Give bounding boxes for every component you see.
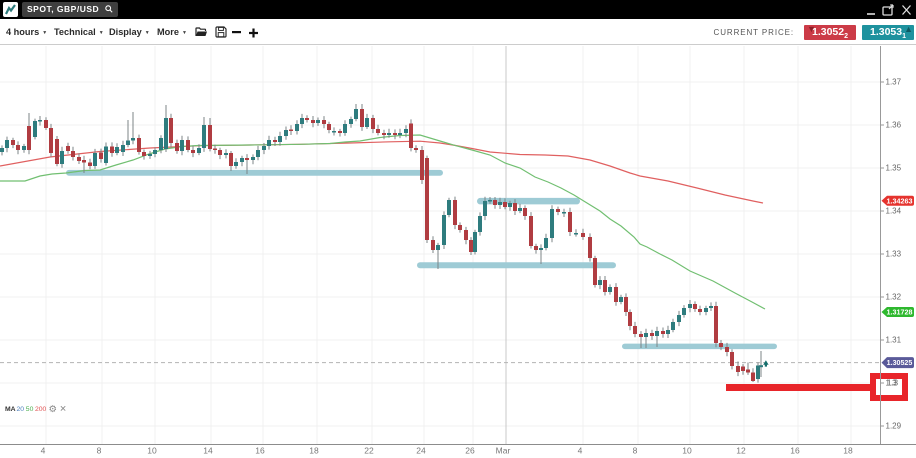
svg-text:8: 8: [97, 446, 102, 456]
svg-text:1.3: 1.3: [887, 379, 899, 388]
svg-text:20: 20: [17, 406, 25, 413]
svg-text:1.31728: 1.31728: [887, 308, 913, 317]
svg-text:12: 12: [736, 446, 746, 456]
svg-text:16: 16: [790, 446, 800, 456]
svg-text:200: 200: [35, 406, 47, 413]
svg-text:26: 26: [465, 446, 475, 456]
svg-text:10: 10: [147, 446, 157, 456]
svg-text:1.36: 1.36: [886, 121, 902, 130]
svg-text:✕: ✕: [60, 404, 67, 414]
svg-text:4: 4: [41, 446, 46, 456]
svg-text:10: 10: [682, 446, 692, 456]
svg-text:1.31: 1.31: [886, 336, 902, 345]
svg-text:1.29: 1.29: [886, 422, 902, 431]
svg-text:1.35: 1.35: [886, 164, 902, 173]
svg-text:⚙: ⚙: [49, 404, 58, 415]
svg-text:50: 50: [26, 406, 34, 413]
svg-text:16: 16: [255, 446, 265, 456]
svg-text:1.30525: 1.30525: [887, 359, 913, 367]
svg-text:14: 14: [203, 446, 213, 456]
svg-text:1.34263: 1.34263: [887, 196, 913, 205]
svg-text:18: 18: [843, 446, 853, 456]
svg-text:1.3: 1.3: [886, 379, 898, 388]
svg-text:4: 4: [578, 446, 583, 456]
svg-text:MA: MA: [5, 406, 16, 413]
svg-text:1.33: 1.33: [886, 250, 902, 259]
svg-text:22: 22: [364, 446, 374, 456]
svg-text:1.37: 1.37: [886, 78, 902, 87]
svg-text:1.34: 1.34: [886, 207, 902, 216]
svg-text:18: 18: [309, 446, 319, 456]
svg-text:8: 8: [633, 446, 638, 456]
svg-text:Mar: Mar: [496, 446, 511, 456]
svg-text:24: 24: [416, 446, 426, 456]
svg-text:1.32: 1.32: [886, 293, 902, 302]
